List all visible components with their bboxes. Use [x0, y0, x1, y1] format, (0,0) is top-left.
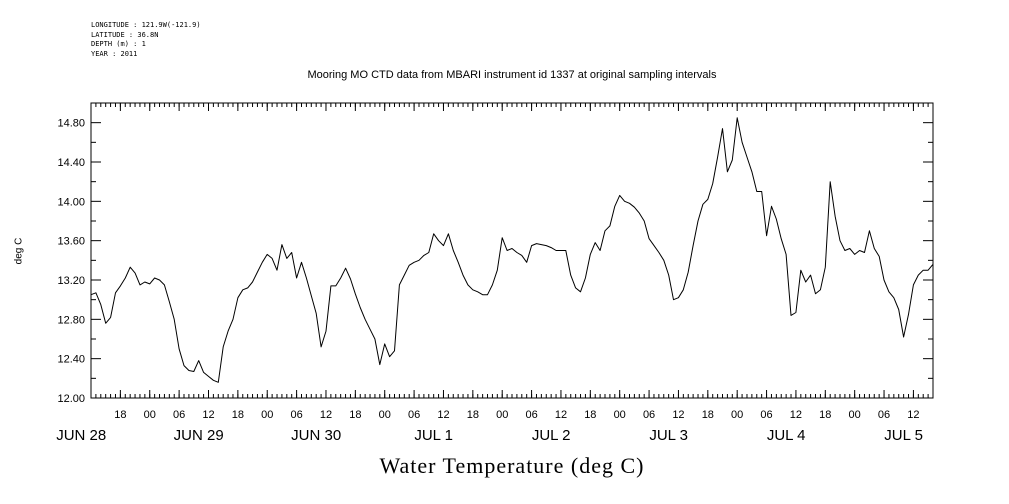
metadata-line: LATITUDE : 36.8N — [91, 30, 159, 39]
x-day-label: JUN 28 — [56, 427, 106, 444]
x-day-label: JUL 1 — [414, 427, 453, 444]
x-tick-label: 00 — [379, 409, 391, 421]
x-tick-label: 00 — [144, 409, 156, 421]
metadata-line: LONGITUDE : 121.9W(-121.9) — [91, 21, 201, 29]
x-tick-label: 18 — [584, 409, 596, 421]
x-tick-label: 18 — [467, 409, 479, 421]
x-tick-label: 12 — [555, 409, 567, 421]
x-day-label: JUN 29 — [174, 427, 224, 444]
x-day-label: JUL 5 — [884, 427, 923, 444]
x-axis-label: Water Temperature (deg C) — [379, 453, 645, 478]
x-tick-label: 12 — [320, 409, 332, 421]
x-tick-label: 06 — [878, 409, 890, 421]
x-tick-label: 00 — [849, 409, 861, 421]
chart-title: Mooring MO CTD data from MBARI instrumen… — [307, 69, 717, 81]
x-tick-label: 18 — [114, 409, 126, 421]
x-tick-label: 00 — [496, 409, 508, 421]
x-tick-label: 00 — [614, 409, 626, 421]
y-tick-label: 13.20 — [57, 275, 85, 287]
x-day-label: JUL 2 — [532, 427, 571, 444]
y-tick-label: 14.00 — [57, 196, 85, 208]
y-tick-label: 12.80 — [57, 314, 85, 326]
x-day-label: JUL 4 — [767, 427, 806, 444]
x-tick-label: 18 — [349, 409, 361, 421]
y-tick-label: 14.80 — [57, 118, 85, 130]
x-tick-label: 06 — [290, 409, 302, 421]
x-tick-label: 06 — [408, 409, 420, 421]
y-tick-label: 13.60 — [57, 236, 85, 248]
x-tick-label: 06 — [643, 409, 655, 421]
x-tick-label: 12 — [202, 409, 214, 421]
y-tick-label: 12.40 — [57, 354, 85, 366]
x-tick-label: 18 — [702, 409, 714, 421]
y-tick-label: 12.00 — [57, 393, 85, 405]
metadata-line: YEAR : 2011 — [91, 49, 138, 58]
metadata-block: LONGITUDE : 121.9W(-121.9) LATITUDE : 36.… — [91, 21, 201, 59]
x-tick-label: 06 — [760, 409, 772, 421]
metadata-line: DEPTH (m) : 1 — [91, 40, 146, 48]
x-tick-label: 12 — [907, 409, 919, 421]
x-tick-label: 12 — [437, 409, 449, 421]
x-tick-label: 12 — [790, 409, 802, 421]
x-tick-label: 00 — [731, 409, 743, 421]
series-line — [90, 117, 934, 383]
x-tick-label: 12 — [672, 409, 684, 421]
x-day-label: JUL 3 — [649, 427, 688, 444]
x-tick-label: 18 — [819, 409, 831, 421]
x-tick-label: 00 — [261, 409, 273, 421]
x-day-label: JUN 30 — [291, 427, 341, 444]
x-tick-label: 06 — [525, 409, 537, 421]
plot-frame — [90, 102, 934, 399]
y-tick-label: 14.40 — [57, 157, 85, 169]
x-tick-label: 06 — [173, 409, 185, 421]
x-tick-label: 18 — [232, 409, 244, 421]
